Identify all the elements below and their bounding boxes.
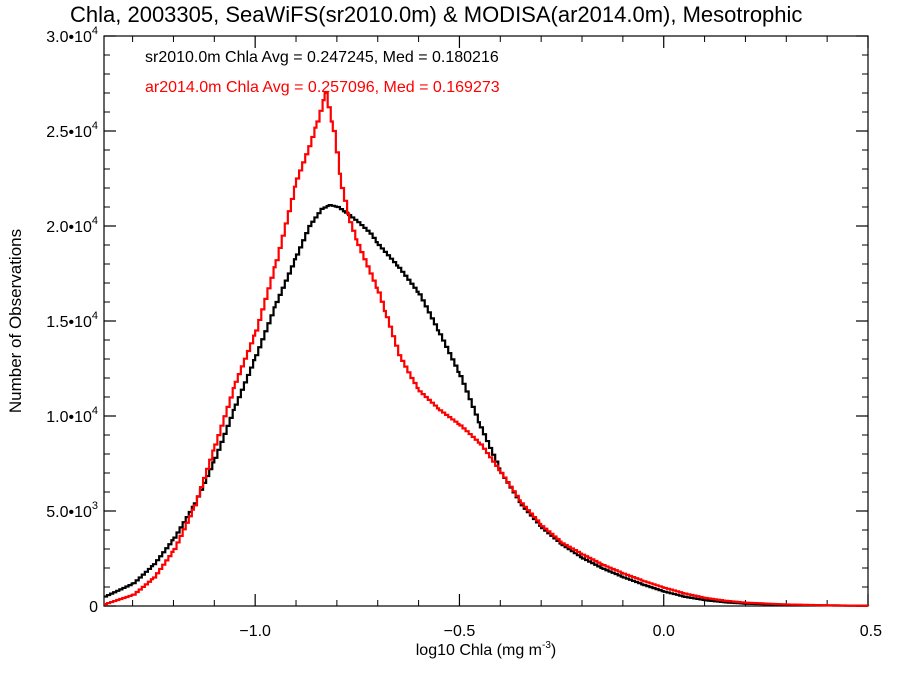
series-line-ar2014-0m (104, 91, 870, 607)
annotation-ar2014: ar2014.0m Chla Avg = 0.257096, Med = 0.1… (145, 79, 500, 96)
y-tick-label: 5.0•103 (46, 500, 98, 521)
y-axis-ticks: 0 5.0•103 1.0•104 1.5•104 2.0•104 2.5•104 3.0•… (46, 25, 868, 616)
y-tick-label: 3.0•104 (46, 25, 98, 46)
x-axis-label: log10 Chla (mg m-3) (416, 640, 557, 659)
series-line-sr2010-0m (104, 204, 870, 607)
y-axis-label: Number of Observations (6, 229, 25, 413)
x-axis-label-end: ) (551, 642, 556, 659)
y-tick-label: 0 (89, 599, 98, 616)
y-tick-label: 1.5•104 (46, 310, 98, 331)
x-tick-label: −0.5 (444, 623, 476, 640)
x-axis-label-sup: -3 (542, 640, 551, 651)
chart-title: Chla, 2003305, SeaWiFS(sr2010.0m) & MODI… (70, 2, 802, 27)
plot-frame (103, 35, 869, 607)
x-tick-label: 0.0 (653, 623, 675, 640)
y-tick-label: 2.5•104 (46, 120, 98, 141)
x-tick-label: −1.0 (239, 623, 271, 640)
x-axis-label-main: log10 Chla (mg m (416, 642, 542, 659)
y-tick-label: 2.0•104 (46, 215, 98, 236)
annotation-sr2010: sr2010.0m Chla Avg = 0.247245, Med = 0.1… (145, 49, 499, 66)
x-axis-ticks: −1.0 −0.5 0.0 0.5 (132, 36, 882, 640)
x-tick-label: 0.5 (860, 623, 882, 640)
y-tick-label: 1.0•104 (46, 405, 98, 426)
series-layer (104, 91, 870, 607)
